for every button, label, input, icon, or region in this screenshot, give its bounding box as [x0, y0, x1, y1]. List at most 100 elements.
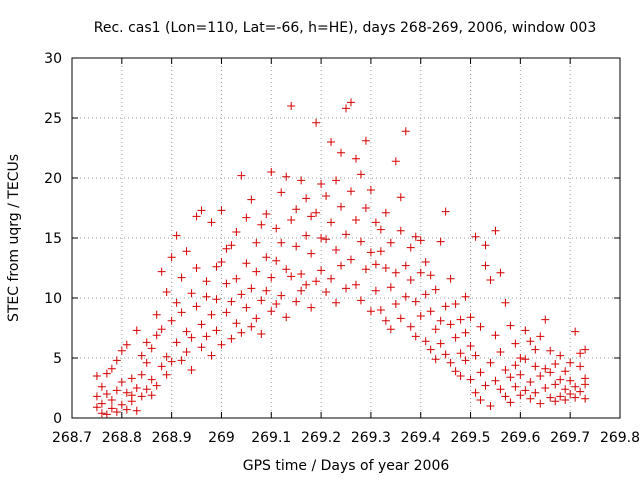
data-points: [92, 98, 590, 419]
data-point: [317, 234, 326, 242]
data-point: [576, 362, 585, 371]
data-point: [292, 205, 301, 214]
data-point: [267, 168, 276, 176]
data-point: [396, 314, 405, 323]
data-point: [411, 332, 420, 341]
data-point: [97, 399, 106, 408]
data-point: [466, 375, 475, 384]
data-point: [521, 326, 530, 335]
data-point: [182, 348, 191, 356]
data-point: [137, 351, 146, 360]
data-point: [302, 194, 311, 203]
data-point: [307, 212, 316, 221]
data-point: [177, 273, 186, 282]
data-point: [212, 326, 221, 335]
data-point: [531, 345, 540, 354]
data-point: [401, 261, 410, 270]
data-point: [431, 285, 440, 294]
data-point: [576, 387, 585, 396]
data-point: [312, 118, 321, 127]
data-point: [401, 292, 410, 301]
data-point: [571, 382, 580, 391]
data-point: [356, 170, 365, 179]
data-point: [571, 393, 580, 402]
data-point: [496, 268, 505, 277]
data-point: [247, 284, 256, 293]
data-point: [317, 266, 326, 275]
data-point: [327, 274, 336, 283]
data-point: [187, 333, 196, 342]
y-tick-label: 15: [44, 231, 62, 247]
data-point: [486, 276, 495, 284]
chart-title: Rec. cas1 (Lon=110, Lat=-66, h=HE), days…: [94, 20, 596, 36]
data-point: [287, 272, 296, 281]
data-point: [551, 397, 560, 406]
data-point: [561, 396, 570, 404]
data-point: [551, 360, 560, 368]
data-point: [207, 310, 216, 319]
data-point: [192, 264, 201, 272]
data-point: [391, 300, 400, 308]
data-point: [237, 171, 246, 180]
data-point: [162, 352, 171, 361]
data-point: [436, 316, 445, 325]
data-point: [307, 303, 316, 312]
data-point: [506, 321, 515, 330]
data-point: [302, 280, 311, 289]
x-tick-label: 269.5: [450, 430, 490, 446]
data-point: [496, 348, 505, 356]
data-point: [451, 333, 460, 342]
data-point: [287, 102, 296, 110]
data-point: [112, 386, 121, 395]
data-point: [122, 340, 131, 349]
data-point: [257, 220, 266, 229]
data-point: [297, 176, 306, 185]
data-point: [431, 355, 440, 364]
data-point: [531, 388, 540, 397]
data-point: [342, 104, 350, 113]
data-point: [376, 225, 385, 234]
data-point: [152, 381, 161, 390]
data-point: [456, 349, 465, 358]
data-point: [466, 342, 475, 350]
data-point: [386, 283, 395, 292]
data-point: [396, 226, 405, 235]
data-point: [476, 368, 485, 377]
data-point: [486, 358, 495, 367]
data-point: [307, 249, 316, 258]
data-point: [371, 260, 380, 269]
data-point: [182, 327, 191, 336]
data-point: [322, 235, 331, 244]
data-point: [541, 364, 550, 373]
data-point: [346, 98, 355, 107]
data-point: [471, 351, 480, 360]
data-point: [127, 374, 136, 383]
data-point: [491, 331, 500, 340]
data-point: [391, 157, 400, 166]
data-point: [431, 325, 440, 334]
data-point: [137, 370, 146, 379]
data-point: [142, 338, 151, 347]
data-point: [122, 388, 131, 397]
data-point: [481, 241, 490, 250]
y-tick-label: 20: [44, 171, 62, 187]
data-point: [207, 218, 216, 227]
data-point: [282, 265, 291, 274]
data-point: [491, 376, 500, 385]
data-point: [426, 345, 435, 354]
data-point: [581, 345, 590, 354]
data-point: [212, 262, 221, 271]
data-point: [521, 386, 530, 395]
data-point: [566, 390, 575, 398]
data-point: [282, 313, 291, 322]
data-point: [546, 393, 555, 402]
data-point: [476, 322, 485, 331]
data-point: [272, 256, 281, 265]
data-point: [97, 409, 106, 418]
data-point: [322, 288, 331, 296]
data-point: [516, 370, 525, 379]
data-point: [386, 238, 395, 247]
data-point: [371, 286, 380, 295]
data-point: [446, 320, 455, 329]
y-tick-label: 0: [53, 411, 62, 427]
